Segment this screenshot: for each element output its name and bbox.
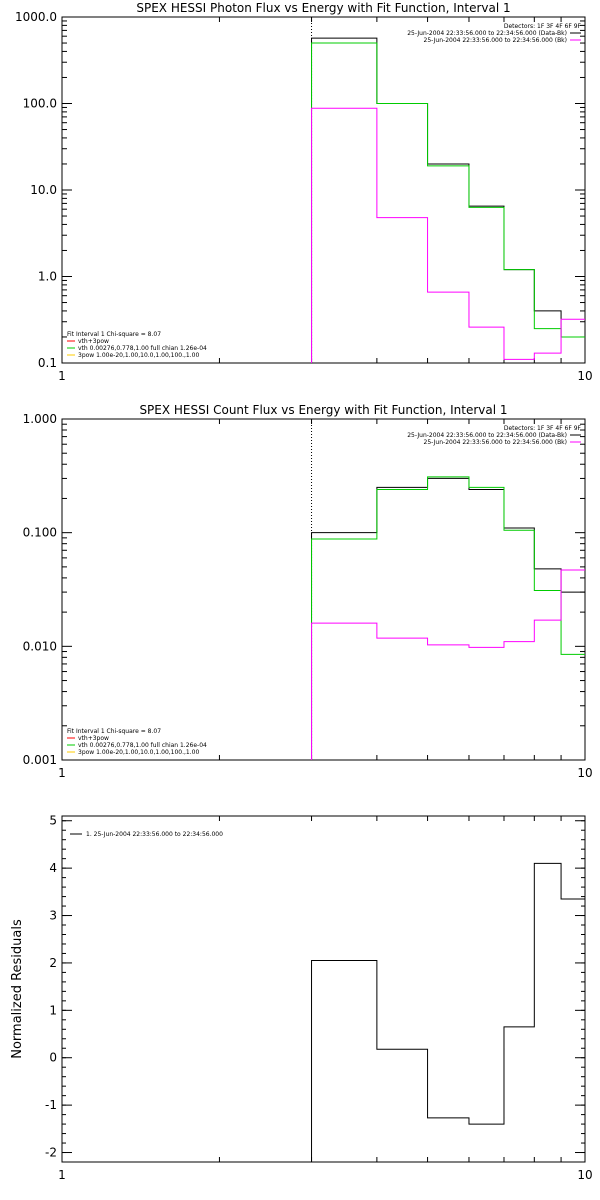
legend-entry-text: 3pow 1.00e-20,1.00,10.0,1.00,100.,1.00 bbox=[78, 749, 199, 756]
y-tick-label: 4 bbox=[49, 861, 57, 875]
y-tick-label: 3 bbox=[49, 909, 57, 923]
y-tick-label: 2 bbox=[49, 956, 57, 970]
x-tick-label: 10 bbox=[577, 766, 592, 780]
y-tick-label: -2 bbox=[45, 1146, 57, 1160]
y-tick-label: 10.0 bbox=[30, 183, 57, 197]
y-axis: -2 -1 0 1 2 3 4 5 bbox=[45, 814, 585, 1163]
y-tick-label: 1.000 bbox=[23, 412, 57, 426]
legend-entry-text: 25-Jun-2004 22:33:56.000 to 22:34:56.000… bbox=[424, 439, 567, 446]
plot-frame bbox=[61, 16, 586, 364]
y-tick-label: 5 bbox=[49, 814, 57, 828]
x-tick-label: 1 bbox=[58, 369, 66, 383]
x-tick-label: 1 bbox=[58, 1168, 66, 1182]
chart-panel-2: SPEX HESSI Count Flux vs Energy with Fit… bbox=[23, 403, 593, 780]
y-tick-label: 0.100 bbox=[23, 526, 57, 540]
x-axis: 1 10 bbox=[58, 419, 593, 780]
y-tick-label: -1 bbox=[45, 1098, 57, 1112]
y-tick-label: 1 bbox=[49, 1003, 57, 1017]
y-tick-label: 0.010 bbox=[23, 639, 57, 653]
legend-bottom-left: Fit Interval 1 Chi-square = 8.07vth+3pow… bbox=[67, 331, 207, 359]
legend-entry-text: 25-Jun-2004 22:33:56.000 to 22:34:56.000… bbox=[424, 37, 567, 44]
series-2-line bbox=[311, 476, 585, 760]
x-axis: 1 10 bbox=[58, 17, 593, 383]
y-tick-label: 1000.0 bbox=[15, 10, 57, 24]
series-3-line bbox=[311, 569, 585, 760]
chart-panel-1: SPEX HESSI Photon Flux vs Energy with Fi… bbox=[15, 1, 593, 383]
x-tick-label: 10 bbox=[577, 1168, 592, 1182]
y-axis: 0.001 0.010 0.100 1.000 bbox=[23, 412, 585, 767]
legend-bottom-left: Fit Interval 1 Chi-square = 8.07vth+3pow… bbox=[67, 728, 207, 756]
x-tick-label: 10 bbox=[577, 369, 592, 383]
y-tick-label: 0.1 bbox=[38, 356, 57, 370]
y-axis-label: Normalized Residuals bbox=[10, 919, 25, 1059]
series-1-line bbox=[311, 862, 585, 1162]
legend-entry-text: vth 0.00276,0.778,1.00 full chian 1.26e-… bbox=[78, 742, 207, 749]
y-tick-label: 0 bbox=[49, 1051, 57, 1065]
legend-top-left: 1. 25-Jun-2004 22:33:56.000 to 22:34:56.… bbox=[70, 831, 223, 838]
y-tick-label: 100.0 bbox=[23, 97, 57, 111]
chart-panel-3: 1 10 -2 -1 0 1 2 3 4 5 Normalized Residuals 1. 25-J… bbox=[10, 814, 593, 1182]
legend-entry-text: 25-Jun-2004 22:33:56.000 to 22:34:56.000… bbox=[407, 30, 567, 37]
legend-entry-text: 3pow 1.00e-20,1.00,10.0,1.00,100.,1.00 bbox=[78, 352, 199, 359]
chart-title: SPEX HESSI Photon Flux vs Energy with Fi… bbox=[136, 1, 510, 15]
legend-entry-text: vth+3pow bbox=[78, 338, 109, 345]
y-tick-label: 1.0 bbox=[38, 270, 57, 284]
legend-entry-text: Fit Interval 1 Chi-square = 8.07 bbox=[67, 728, 161, 735]
legend-entry-text: Detectors: 1F 3F 4F 6F 9F bbox=[504, 23, 582, 30]
legend-entry-text: vth+3pow bbox=[78, 735, 109, 742]
y-tick-label: 0.001 bbox=[23, 753, 57, 767]
legend-entry-text: 25-Jun-2004 22:33:56.000 to 22:34:56.000… bbox=[407, 432, 567, 439]
series-3-line bbox=[311, 107, 585, 363]
series-1-line bbox=[311, 37, 585, 363]
plot-frame bbox=[61, 418, 586, 761]
legend-entry-text: vth 0.00276,0.778,1.00 full chian 1.26e-… bbox=[78, 345, 207, 352]
series-1-line bbox=[311, 477, 585, 760]
x-axis: 1 10 bbox=[58, 816, 593, 1182]
legend-entry-text: 1. 25-Jun-2004 22:33:56.000 to 22:34:56.… bbox=[86, 831, 223, 838]
series-2-line bbox=[311, 42, 585, 363]
plot-frame bbox=[61, 815, 586, 1163]
y-axis: 0.1 1.0 10.0 100.0 1000.0 bbox=[15, 10, 585, 370]
legend-entry-text: Fit Interval 1 Chi-square = 8.07 bbox=[67, 331, 161, 338]
x-tick-label: 1 bbox=[58, 766, 66, 780]
chart-title: SPEX HESSI Count Flux vs Energy with Fit… bbox=[139, 403, 507, 417]
legend-entry-text: Detectors: 1F 3F 4F 6F 9F bbox=[504, 425, 582, 432]
